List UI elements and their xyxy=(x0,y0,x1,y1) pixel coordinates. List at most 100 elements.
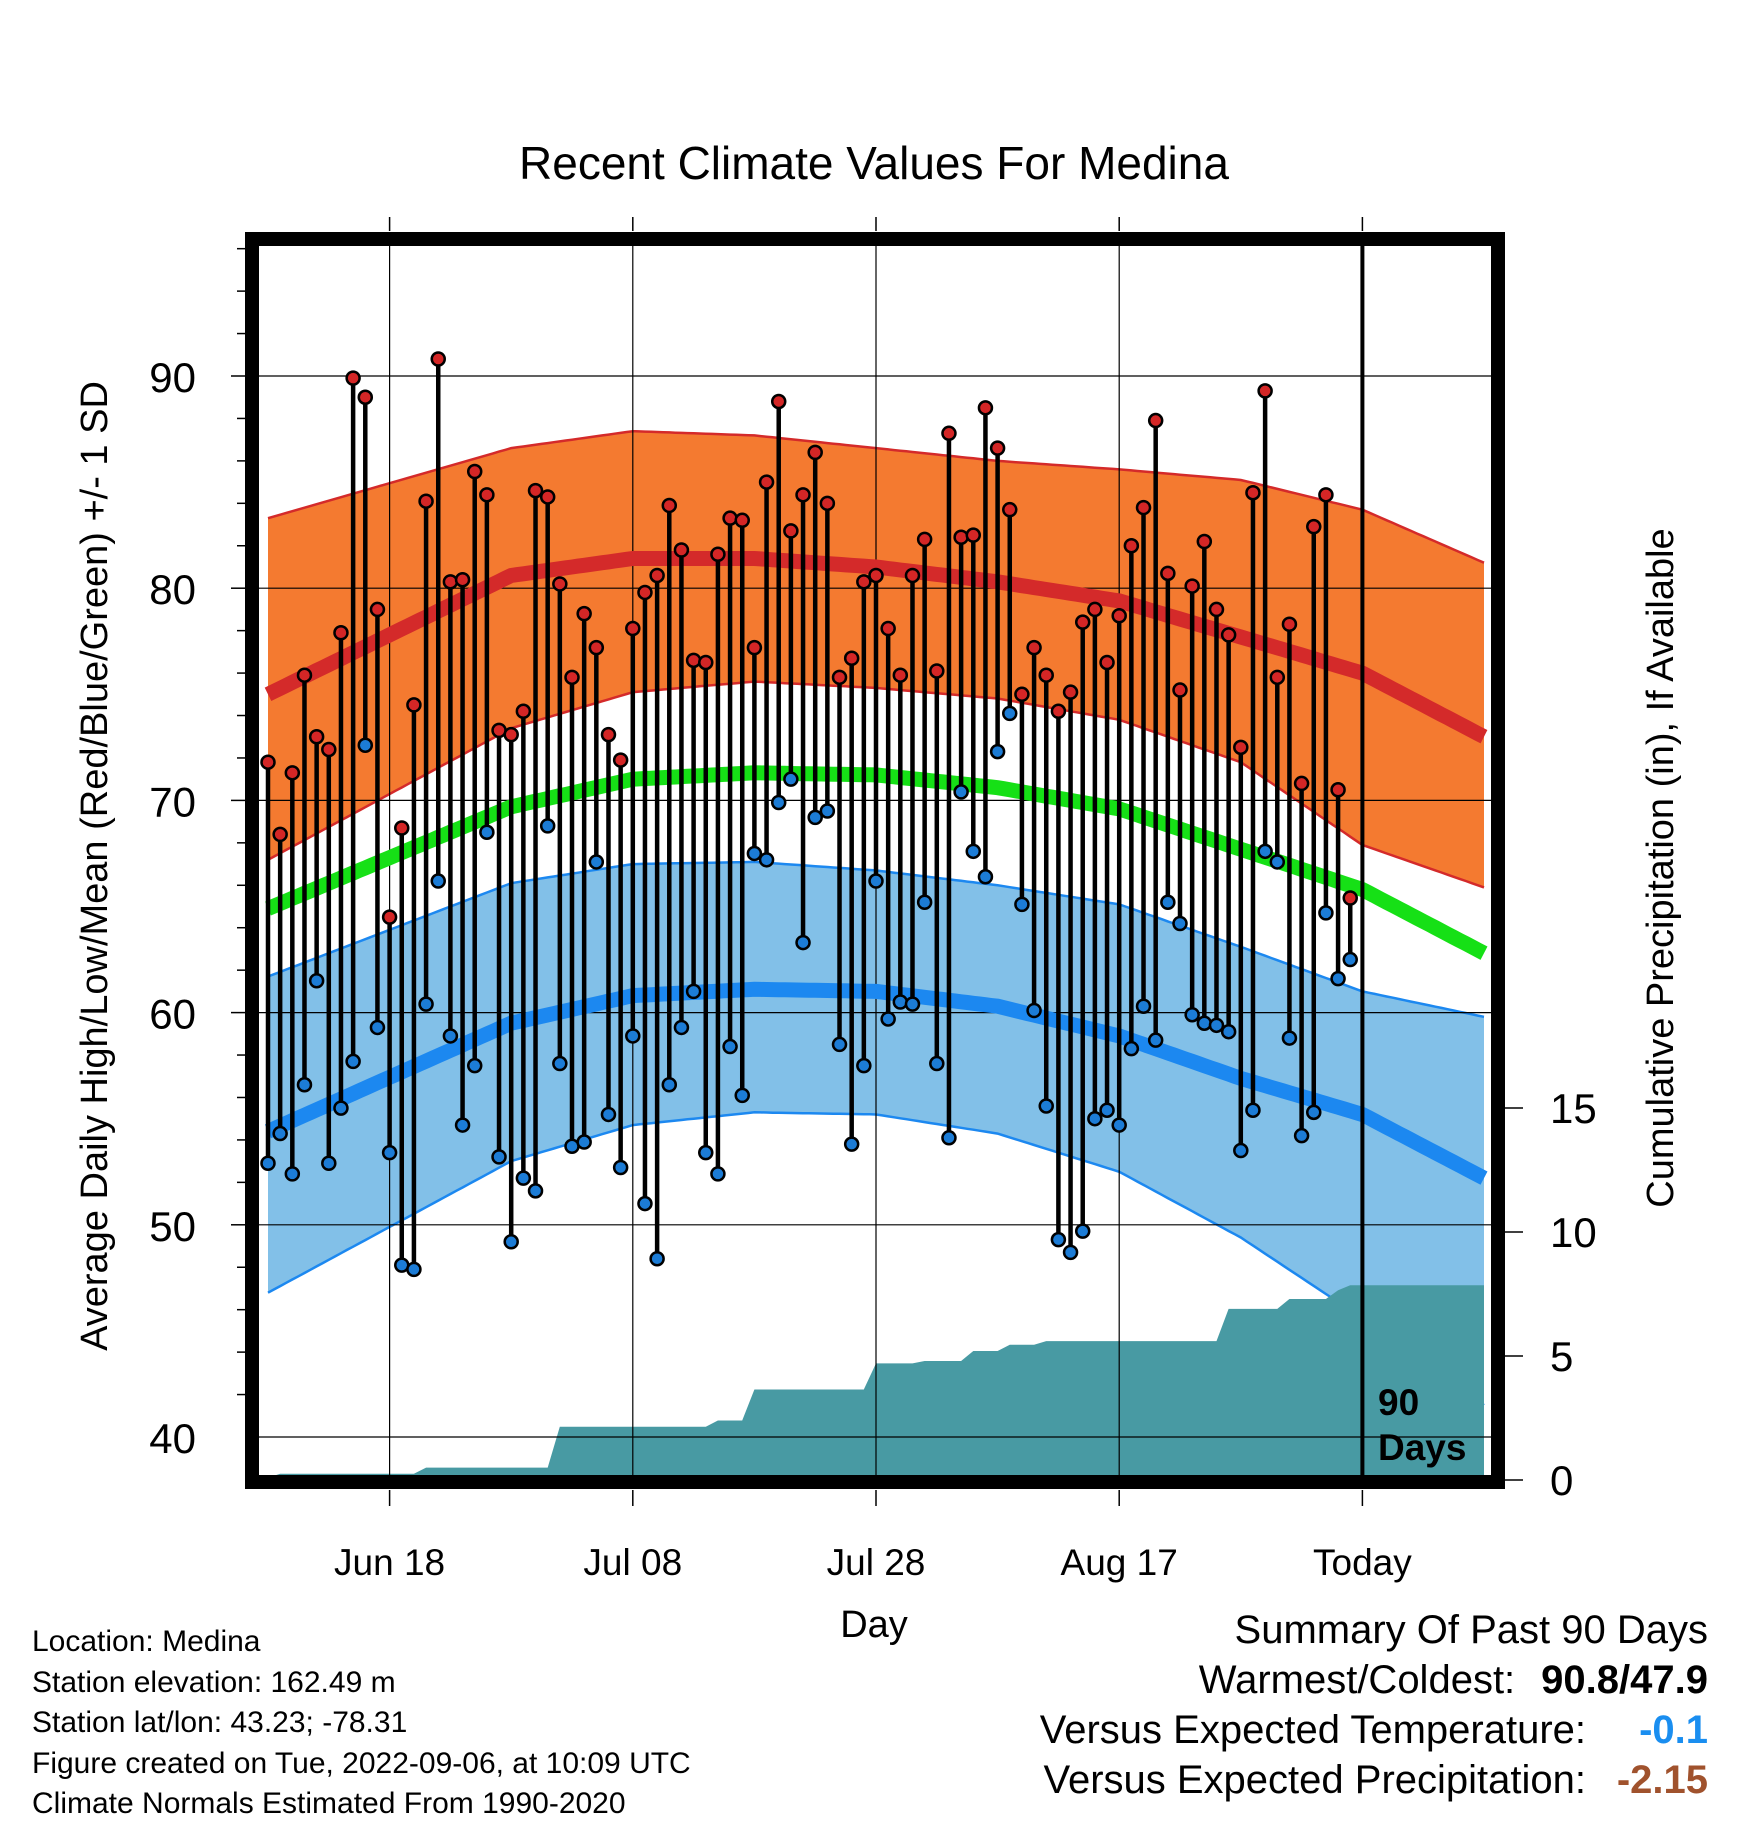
daily-low-point xyxy=(539,818,556,834)
daily-high-point xyxy=(965,527,982,543)
daily-low-point xyxy=(1233,1142,1249,1159)
daily-low-point xyxy=(576,1134,592,1150)
daily-low-point xyxy=(418,996,434,1012)
daily-low-point xyxy=(345,1053,361,1070)
daily-low-point xyxy=(272,1125,288,1142)
daily-high-point xyxy=(381,909,398,925)
daily-high-point xyxy=(564,669,580,686)
y2-axis-tick-label: 15 xyxy=(1550,1085,1597,1132)
summary-warmest-row: Warmest/Coldest: 90.8/47.9 xyxy=(1040,1655,1708,1705)
daily-high-point xyxy=(321,741,337,758)
daily-high-point xyxy=(1026,639,1042,656)
daily-low-point xyxy=(369,1019,386,1036)
info-latlon: Station lat/lon: 43.23; -78.31 xyxy=(32,1706,408,1739)
plot-area xyxy=(259,246,1491,1475)
daily-high-point xyxy=(333,625,349,641)
daily-high-point xyxy=(539,489,556,505)
daily-high-point xyxy=(527,482,544,499)
precip-area xyxy=(276,1285,1484,1475)
daily-low-point xyxy=(892,994,909,1010)
x-axis-tick-label: Jun 18 xyxy=(334,1542,445,1583)
daily-high-point xyxy=(503,726,519,743)
daily-high-point xyxy=(430,351,446,367)
summary-precip-label: Versus Expected Precipitation: xyxy=(1043,1758,1586,1802)
daily-high-point xyxy=(1257,383,1273,399)
summary-warmest-label: Warmest/Coldest: xyxy=(1198,1658,1516,1702)
daily-high-point xyxy=(892,667,909,683)
daily-high-point xyxy=(272,826,288,843)
daily-low-point xyxy=(1050,1231,1067,1248)
daily-high-point xyxy=(783,523,799,539)
daily-high-point xyxy=(843,650,860,666)
daily-high-point xyxy=(1002,501,1018,518)
daily-low-point xyxy=(1318,905,1334,921)
daily-high-point xyxy=(941,425,957,442)
daily-high-point xyxy=(612,752,629,768)
daily-high-point xyxy=(284,765,301,781)
daily-high-point xyxy=(600,726,617,743)
daily-low-point xyxy=(1172,915,1188,932)
daily-low-point xyxy=(381,1144,398,1161)
daily-high-point xyxy=(442,574,459,590)
daily-high-point xyxy=(515,703,532,720)
daily-low-point xyxy=(1196,1015,1213,1031)
daily-low-point xyxy=(600,1106,617,1123)
daily-high-point xyxy=(989,440,1006,456)
daily-high-point xyxy=(1111,608,1127,624)
daily-low-point xyxy=(1111,1117,1127,1133)
daily-high-point xyxy=(977,400,994,416)
daily-high-point xyxy=(1014,686,1030,703)
daily-high-point xyxy=(466,463,483,480)
daily-low-point xyxy=(612,1159,629,1176)
daily-low-point xyxy=(357,737,374,753)
x-axis-tick-label: Aug 17 xyxy=(1061,1542,1178,1583)
daily-low-point xyxy=(710,1166,726,1182)
daily-high-point xyxy=(722,510,738,526)
daily-low-point xyxy=(454,1117,471,1133)
daily-low-point xyxy=(904,996,921,1012)
daily-high-point xyxy=(673,542,690,558)
daily-high-point xyxy=(661,497,678,514)
daily-low-point xyxy=(965,843,982,860)
daily-low-point xyxy=(795,934,811,951)
x-axis-label: Day xyxy=(840,1604,908,1646)
daily-high-point xyxy=(710,546,726,562)
daily-low-point xyxy=(515,1170,532,1186)
daily-low-point xyxy=(1269,854,1286,870)
daily-low-point xyxy=(1062,1244,1079,1261)
daily-low-point xyxy=(929,1055,945,1072)
daily-low-point xyxy=(333,1100,349,1116)
daily-low-point xyxy=(260,1155,276,1172)
daily-high-point xyxy=(1208,601,1225,618)
daily-high-point xyxy=(1087,601,1103,618)
y-axis-label: Average Daily High/Low/Mean (Red/Blue/Gr… xyxy=(74,381,116,1351)
daily-low-point xyxy=(758,852,775,868)
daily-high-point xyxy=(1318,487,1334,503)
axes: 40 50 60 70 80 90 0 5 10 15 Jun 18 Jul 08 Jul 28 Aug … xyxy=(149,217,1597,1583)
daily-low-point xyxy=(746,845,763,862)
daily-low-point xyxy=(1135,998,1152,1014)
daily-low-point xyxy=(321,1155,337,1172)
daily-low-point xyxy=(649,1251,665,1267)
daily-high-point xyxy=(1184,578,1200,594)
daily-low-point xyxy=(1160,894,1176,911)
y-axis-tick-label: 90 xyxy=(149,354,196,401)
daily-high-point xyxy=(880,620,896,637)
daily-low-point xyxy=(661,1076,678,1093)
daily-high-point xyxy=(770,393,787,410)
daily-low-point xyxy=(491,1149,507,1165)
daily-low-point xyxy=(1293,1127,1310,1144)
daily-high-point xyxy=(758,474,775,490)
summary-temp-label: Versus Expected Temperature: xyxy=(1039,1708,1586,1752)
daily-high-point xyxy=(576,605,592,622)
daily-low-point xyxy=(1074,1223,1091,1239)
daily-low-point xyxy=(637,1195,653,1212)
daily-low-point xyxy=(1184,1006,1200,1023)
daily-high-point xyxy=(1220,627,1237,643)
y2-axis-label: Cumulative Precipitation (in), If Availa… xyxy=(1640,528,1682,1207)
daily-high-point xyxy=(698,654,714,671)
plot-border xyxy=(245,232,1505,1489)
daily-high-point xyxy=(649,567,665,584)
daily-low-point xyxy=(819,803,836,819)
daily-low-point xyxy=(466,1057,483,1074)
